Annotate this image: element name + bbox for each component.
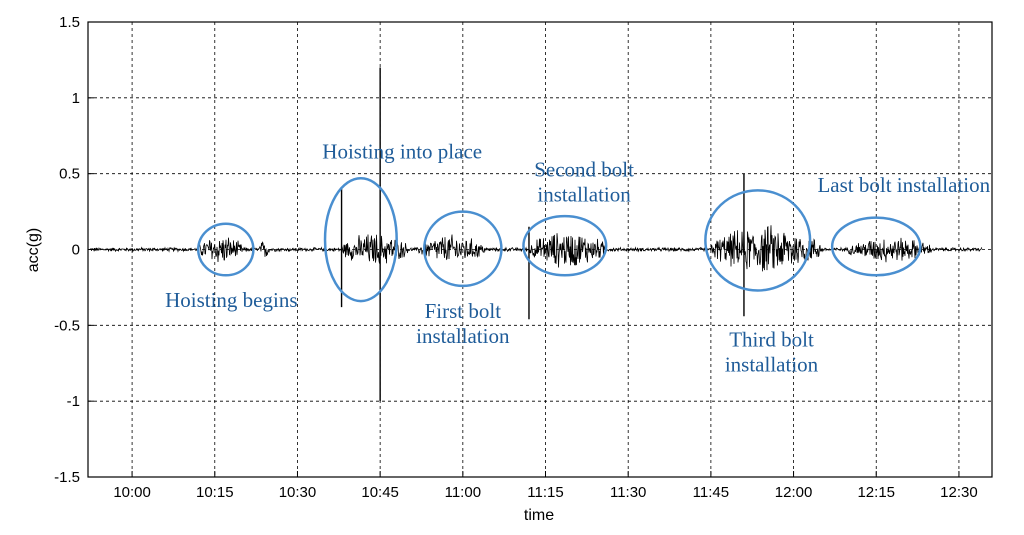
x-tick-label: 12:15 [857, 484, 895, 501]
y-tick-label: 0 [72, 242, 80, 259]
plot-border [87, 21, 993, 478]
x-tick-label: 10:30 [279, 484, 317, 501]
annotation-label: installation [537, 183, 631, 207]
y-tick-label: -1 [67, 393, 80, 410]
y-tick-label: 1.5 [59, 14, 80, 31]
signal-series [89, 67, 983, 402]
x-tick-label: 10:15 [196, 484, 234, 501]
annotation-label: Second bolt [534, 158, 634, 182]
x-tick-label: 10:45 [361, 484, 399, 501]
tick-labels: 10:00 10:15 10:30 10:45 11:00 11:15 11:30 11:45… [54, 14, 978, 501]
annotation-ellipse [323, 176, 398, 303]
x-tick-label: 11:15 [527, 484, 563, 501]
annotation-label: Hoisting begins [165, 288, 297, 312]
y-axis-label: acc(g) [25, 228, 42, 272]
plot-frame [87, 21, 993, 478]
y-tick-label: 0.5 [59, 166, 80, 183]
annotation-label: installation [725, 353, 819, 377]
signal-line [89, 225, 983, 272]
x-tick-label: 11:45 [693, 484, 729, 501]
x-axis-label: time [524, 507, 554, 524]
annotation-label: installation [416, 324, 510, 348]
annotation-label: Last bolt installation [817, 173, 990, 197]
annotation-ellipse [196, 222, 255, 277]
x-tick-label: 11:30 [610, 484, 646, 501]
y-tick-label: -0.5 [54, 317, 80, 334]
x-tick-label: 11:00 [445, 484, 481, 501]
x-tick-label: 10:00 [113, 484, 151, 501]
annotation-label: Third bolt [729, 328, 814, 352]
y-tick-label: -1.5 [54, 469, 80, 486]
annotation-ellipse [522, 214, 608, 277]
annotations: Hoisting begins Hoisting into place First … [165, 140, 991, 377]
annotation-label: First bolt [425, 299, 502, 323]
x-tick-label: 12:30 [940, 484, 978, 501]
y-tick-label: 1 [72, 90, 80, 107]
annotation-ellipse [422, 210, 503, 288]
annotation-ellipse [704, 189, 812, 292]
annotation-ellipse [830, 216, 922, 277]
annotation-label: Hoisting into place [322, 140, 482, 164]
x-tick-label: 12:00 [775, 484, 813, 501]
